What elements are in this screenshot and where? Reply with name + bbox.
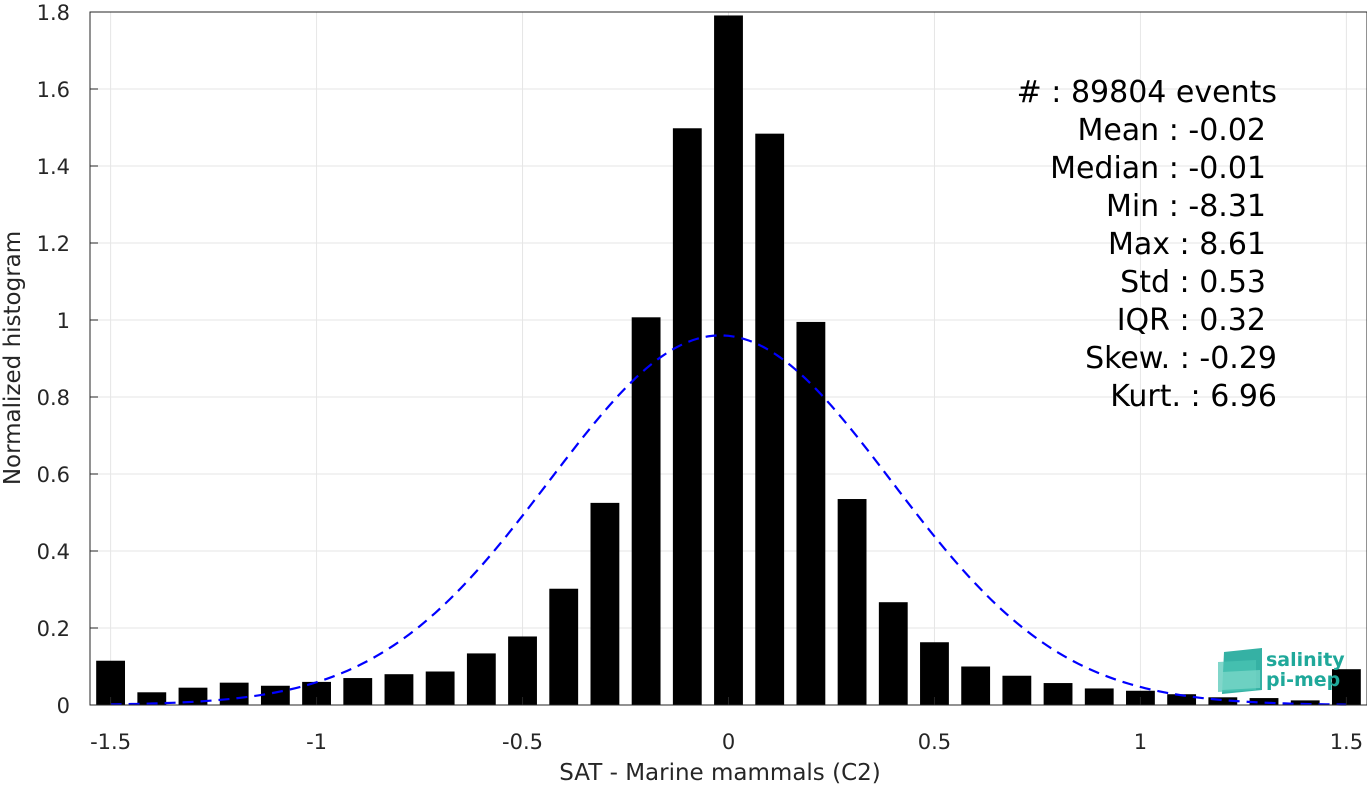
x-tick-label: 0.5 — [918, 730, 951, 754]
histogram-bar — [755, 133, 785, 705]
histogram-bar — [178, 687, 208, 705]
logo-mark-icon — [1218, 648, 1262, 694]
histogram-bar — [466, 653, 496, 705]
histogram-bar — [508, 636, 537, 705]
histogram-bar — [302, 681, 331, 705]
stats-line: Skew. : -0.29 — [1085, 341, 1277, 376]
logo-text-salinity: salinity — [1266, 649, 1345, 671]
x-axis-label: SAT - Marine mammals (C2) — [559, 760, 881, 785]
histogram-bar — [1002, 675, 1032, 705]
salinity-pi-mep-logo: salinity pi-mep — [1218, 648, 1345, 694]
histogram-bar — [672, 128, 702, 705]
y-tick-label: 1.8 — [37, 1, 70, 25]
stats-line: IQR : 0.32 — [1117, 303, 1266, 338]
stats-line: Kurt. : 6.96 — [1110, 379, 1277, 414]
histogram-bar — [219, 682, 249, 705]
histogram-bar — [1043, 683, 1073, 705]
x-tick-label: 0 — [722, 730, 735, 754]
histogram-bar — [961, 666, 991, 705]
logo-text-pimep: pi-mep — [1266, 669, 1340, 691]
stats-line: Median : -0.01 — [1050, 151, 1266, 186]
histogram-bar — [920, 642, 949, 705]
y-tick-label: 0.2 — [37, 617, 70, 641]
histogram-bar — [1208, 697, 1238, 705]
y-tick-label: 0.6 — [37, 463, 70, 487]
histogram-bar — [1290, 700, 1320, 705]
histogram-bar — [590, 502, 620, 705]
y-axis-ticks: 0 0.2 0.4 0.6 0.8 1 1.2 1.4 1.6 1.8 — [37, 1, 98, 718]
x-tick-label: -1 — [306, 730, 327, 754]
histogram-bar — [137, 692, 167, 705]
histogram-bar — [714, 15, 743, 705]
histogram-bar — [425, 671, 455, 705]
y-tick-label: 1 — [57, 309, 70, 333]
stats-line: Min : -8.31 — [1106, 189, 1266, 224]
histogram-bar — [631, 317, 661, 705]
x-axis-ticks: -1.5 -1 -0.5 0 0.5 1 1.5 — [90, 697, 1363, 754]
y-tick-label: 1.6 — [37, 78, 70, 102]
x-tick-label: -0.5 — [502, 730, 543, 754]
histogram-bar — [1084, 688, 1114, 705]
histogram-bar — [1249, 698, 1279, 705]
stats-line: # : 89804 events — [1017, 75, 1277, 110]
x-tick-label: 1 — [1134, 730, 1147, 754]
stats-line: Std : 0.53 — [1120, 265, 1266, 300]
stats-line: Max : 8.61 — [1108, 227, 1266, 262]
y-tick-label: 0.4 — [37, 540, 70, 564]
histogram-bar — [796, 321, 826, 705]
y-tick-label: 1.2 — [37, 232, 70, 256]
histogram-bar — [1167, 694, 1197, 705]
histogram-bars — [96, 15, 1361, 705]
x-tick-label: 1.5 — [1330, 730, 1363, 754]
histogram-bar — [878, 602, 908, 705]
y-tick-label: 1.4 — [37, 155, 70, 179]
histogram-bar — [837, 499, 867, 705]
y-axis-label: Normalized histogram — [0, 231, 26, 485]
histogram-bar — [384, 674, 414, 705]
histogram-bar — [343, 678, 373, 705]
normal-fit-curve — [110, 334, 1347, 706]
histogram-bar — [549, 588, 579, 705]
y-tick-label: 0 — [57, 694, 70, 718]
y-tick-label: 0.8 — [37, 386, 70, 410]
stats-line: Mean : -0.02 — [1077, 113, 1266, 148]
x-tick-label: -1.5 — [90, 730, 131, 754]
